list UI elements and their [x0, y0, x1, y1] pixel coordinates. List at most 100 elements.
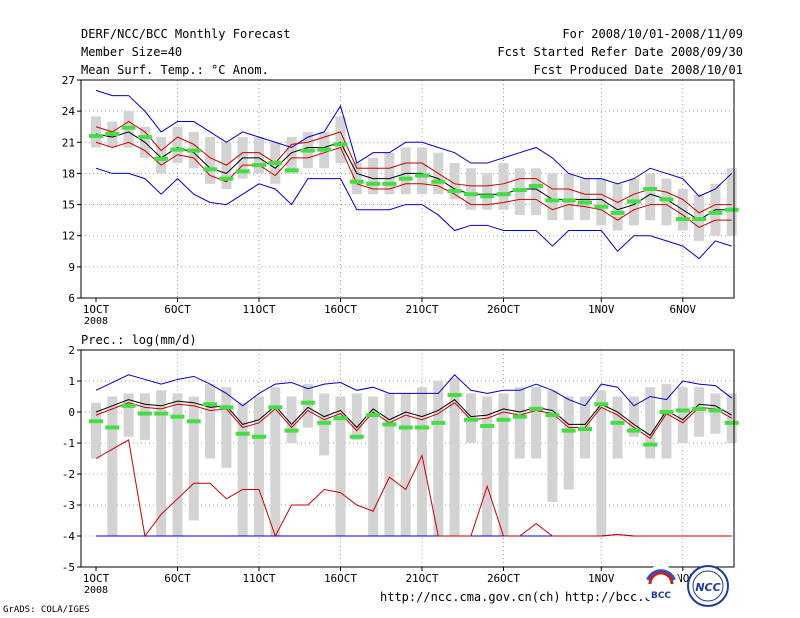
- prec-observed-mark: [154, 411, 169, 416]
- prec-range-box: [596, 390, 607, 536]
- prec-range-box: [107, 396, 118, 536]
- temp-range-box: [547, 173, 558, 221]
- prec-upper-spread-line: [95, 402, 732, 440]
- prec-range-box: [286, 396, 297, 443]
- temp-range-box: [205, 137, 216, 184]
- temp-observed-mark: [366, 181, 381, 186]
- prec-range-box: [694, 387, 705, 437]
- prec-range-box: [433, 381, 444, 536]
- prec-lower-spread-line: [95, 439, 732, 538]
- temp-range-box: [368, 157, 379, 195]
- temp-ytick-label: 18: [62, 167, 75, 180]
- temp-observed-mark: [610, 210, 625, 215]
- prec-observed-mark: [284, 428, 299, 433]
- prec-observed-mark: [578, 427, 592, 432]
- temp-range-box: [449, 163, 460, 200]
- temp-observed-mark: [105, 131, 120, 136]
- prec-observed-mark: [333, 416, 348, 421]
- temp-observed-mark: [447, 189, 462, 194]
- prec-range-box: [612, 396, 623, 459]
- temp-range-box: [384, 152, 395, 195]
- prec-year-label: 2008: [84, 585, 108, 596]
- temp-range-box: [254, 137, 264, 174]
- prec-observed-mark: [447, 392, 462, 397]
- temp-observed-mark: [235, 169, 250, 174]
- temp-xtick-label: 21OCT: [405, 303, 438, 316]
- prec-range-box: [335, 396, 346, 536]
- prec-observed-mark: [610, 420, 625, 425]
- member-size-label: Member Size=40: [81, 45, 183, 59]
- temp-range-box: [286, 137, 297, 174]
- bcc-logo-text: BCC: [651, 591, 671, 601]
- prec-range-box: [514, 387, 525, 459]
- prec-observed-mark: [529, 406, 544, 411]
- prec-observed-mark: [626, 428, 641, 433]
- temp-xtick-label: 11OCT: [242, 303, 275, 316]
- prec-range-box: [547, 390, 558, 502]
- temp-observed-mark: [137, 135, 152, 140]
- prec-range-box: [628, 396, 639, 437]
- temp-observed-mark: [512, 188, 527, 193]
- temp-observed-mark: [578, 200, 592, 205]
- temp-year-label: 2008: [84, 316, 108, 327]
- footer-url-bcc[interactable]: http://bcc.c: [565, 590, 652, 604]
- temp-range-box: [417, 147, 427, 195]
- prec-range-box: [123, 393, 134, 437]
- prec-range-box: [417, 387, 427, 536]
- temp-ytick-label: 9: [68, 261, 75, 274]
- temp-range-box: [156, 137, 167, 174]
- prec-frame: [80, 349, 735, 568]
- prec-ytick-label: -5: [62, 561, 75, 574]
- chart-title: DERF/NCC/BCC Monthly Forecast: [81, 27, 291, 41]
- temp-observed-mark: [480, 194, 495, 199]
- prec-observed-mark: [659, 410, 674, 414]
- prec-range-box: [237, 402, 248, 536]
- prec-observed-mark: [349, 434, 364, 439]
- temp-observed-mark: [626, 199, 641, 204]
- temp-observed-mark: [529, 183, 544, 188]
- prec-range-box: [221, 387, 232, 468]
- temp-ytick-label: 27: [62, 74, 75, 87]
- prec-range-box: [270, 387, 281, 536]
- prec-ytick-label: 0: [68, 406, 75, 419]
- temp-observed-mark: [154, 156, 169, 161]
- temp-range-box: [726, 168, 737, 236]
- prec-observed-mark: [594, 402, 609, 407]
- prec-range-box: [172, 393, 183, 536]
- prec-range-box: [139, 393, 150, 440]
- temp-range-box: [645, 173, 656, 221]
- temp-ytick-label: 12: [62, 230, 75, 243]
- temp-range-box: [661, 178, 672, 226]
- temp-range-box: [596, 178, 607, 226]
- temp-observed-mark: [561, 198, 576, 203]
- prec-ytick-label: -4: [62, 530, 76, 543]
- prec-range-box: [482, 396, 493, 536]
- prec-observed-mark: [480, 423, 495, 428]
- temp-ytick-label: 15: [62, 199, 75, 212]
- temp-range-box: [465, 168, 476, 210]
- temp-observed-mark: [121, 125, 136, 130]
- temp-observed-mark: [349, 179, 364, 184]
- temp-lower-spread-line: [95, 141, 732, 228]
- temp-frame: [80, 79, 735, 299]
- prec-observed-mark: [675, 408, 690, 413]
- temp-observed-mark: [398, 176, 413, 181]
- footer-url-ch[interactable]: http://ncc.cma.gov.cn(ch): [380, 590, 561, 604]
- prec-ytick-label: -3: [62, 499, 75, 512]
- prec-range-box: [498, 393, 509, 536]
- prec-observed-mark: [203, 402, 218, 407]
- prec-range-box: [645, 387, 656, 459]
- temp-ensemble-mean-line: [95, 131, 732, 221]
- temp-xtick-label: 1OCT: [83, 303, 110, 316]
- prec-xtick-label: 1NOV: [588, 572, 615, 585]
- temp-range-box: [498, 163, 509, 210]
- prec-range-box: [351, 393, 362, 440]
- temp-observed-mark: [89, 134, 103, 139]
- temp-observed-mark: [252, 163, 266, 168]
- temp-observed-mark: [708, 210, 723, 215]
- temp-range-box: [563, 173, 574, 221]
- ncc-logo-icon: NCC: [687, 565, 729, 607]
- temp-ytick-label: 24: [62, 105, 76, 118]
- temp-xtick-label: 6NOV: [670, 303, 697, 316]
